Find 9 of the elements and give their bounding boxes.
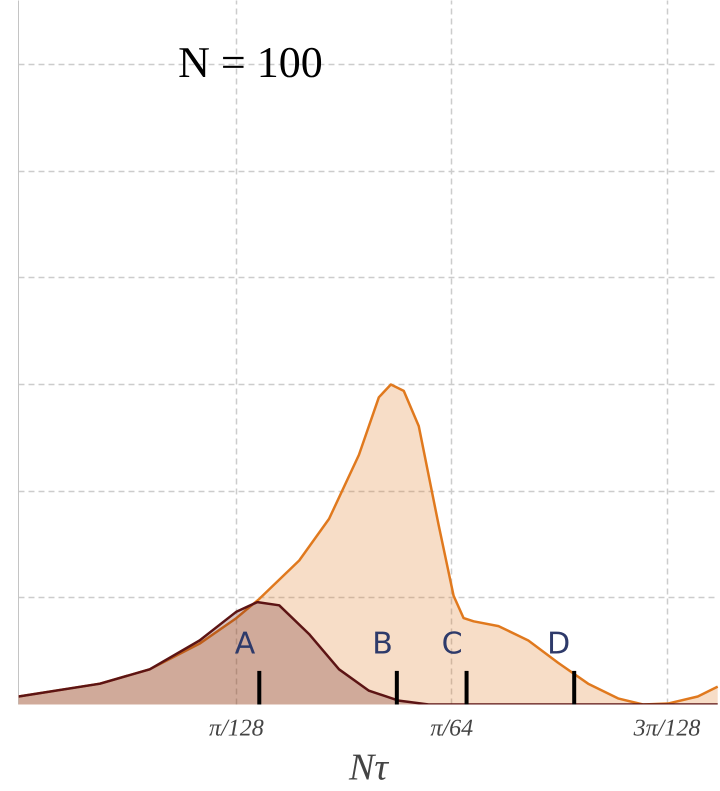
x-tick-label: π/64 [430, 716, 474, 742]
annotation: A [234, 626, 256, 662]
annotation: B [372, 626, 393, 662]
x-tick-label: 3π/128 [632, 716, 700, 742]
annotation: C [442, 626, 463, 662]
x-axis-title: Nτ [348, 746, 390, 788]
x-tick-label: π/128 [209, 716, 264, 742]
annotation: D [547, 626, 570, 662]
chart-title: N = 100 [178, 38, 323, 87]
